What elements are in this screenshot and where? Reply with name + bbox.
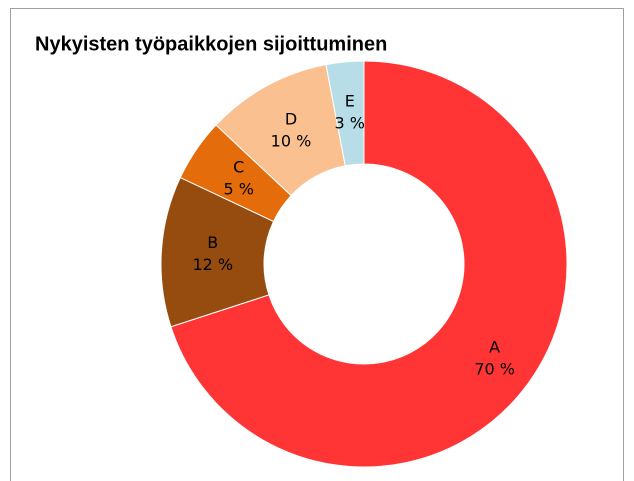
slice-category-label: E <box>345 92 355 111</box>
slice-value-label: 5 % <box>223 179 253 198</box>
slice-value-label: 10 % <box>271 132 312 151</box>
slice-value-label: 12 % <box>192 255 233 274</box>
slice-category-label: B <box>207 233 218 252</box>
donut-slice <box>170 60 568 468</box>
chart-title: Nykyisten työpaikkojen sijoittuminen <box>35 33 387 55</box>
slice-category-label: C <box>233 157 244 176</box>
slice-category-label: A <box>489 337 500 356</box>
slice-value-label: 70 % <box>474 359 515 378</box>
slice-category-label: D <box>285 110 297 129</box>
donut-slice <box>325 60 365 167</box>
chart-frame <box>10 8 624 481</box>
slice-value-label: 3 % <box>335 114 365 133</box>
